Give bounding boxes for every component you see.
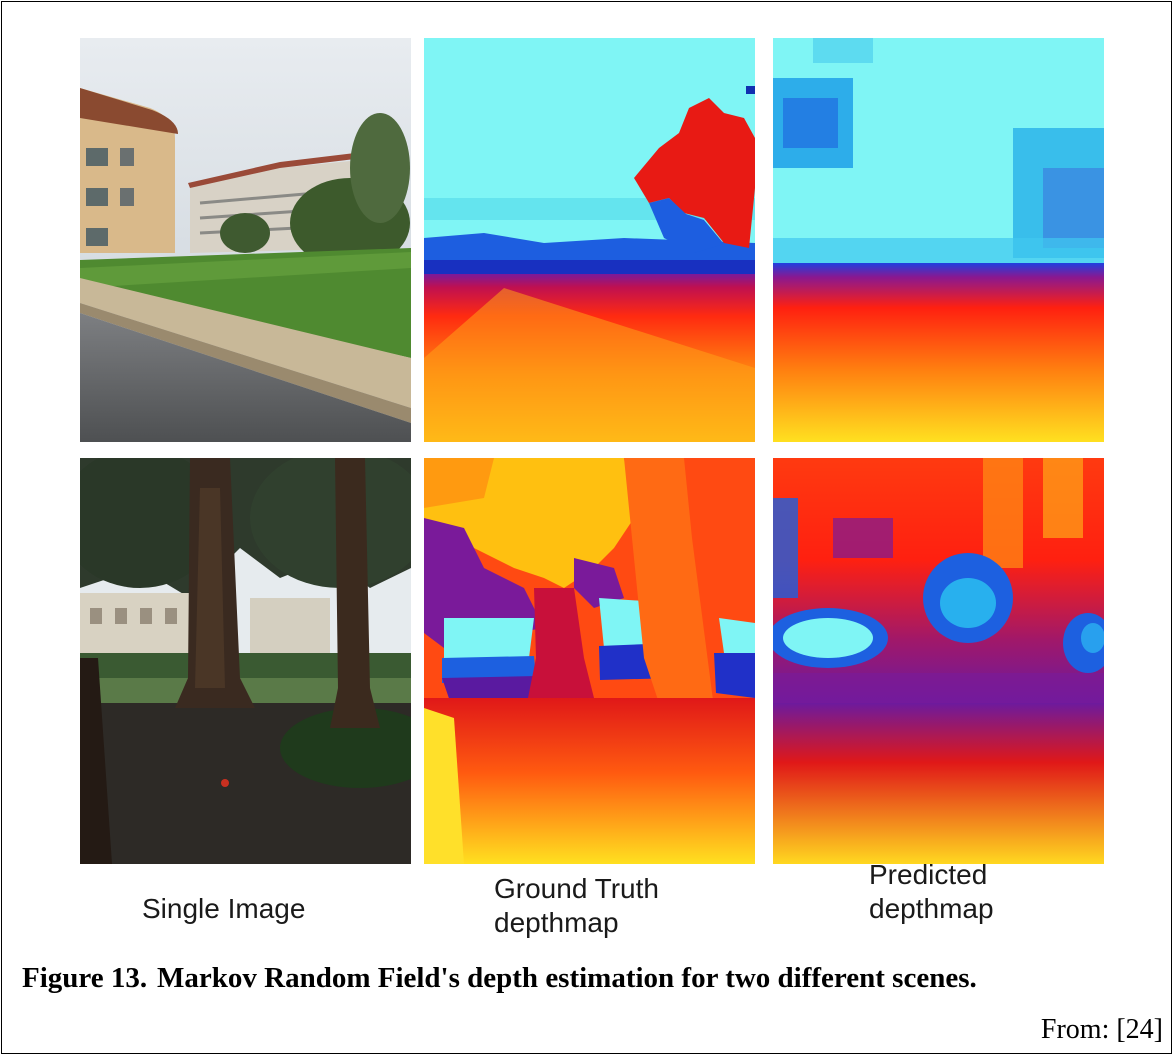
photo-campus-panel [80, 38, 411, 442]
figure-caption: Figure 13. Markov Random Field's depth es… [22, 962, 977, 995]
photo-campus [80, 38, 411, 442]
photo-forest [80, 458, 411, 864]
figure-source: From: [24] [1040, 1014, 1163, 1045]
label-single-image: Single Image [142, 893, 306, 924]
photo-forest-panel [80, 458, 411, 864]
ground-truth-depthmap-campus [424, 38, 755, 442]
label-ground-truth: Ground Truth depthmap [494, 873, 659, 938]
figure-number: Figure 13. [22, 962, 148, 994]
ground-truth-depthmap-forest [424, 458, 755, 864]
predicted-depthmap-forest [773, 458, 1104, 864]
label-predicted: Predicted depthmap [869, 859, 994, 924]
figure-caption-text: Markov Random Field's depth estimation f… [157, 962, 977, 994]
predicted-depthmap-campus [773, 38, 1104, 442]
